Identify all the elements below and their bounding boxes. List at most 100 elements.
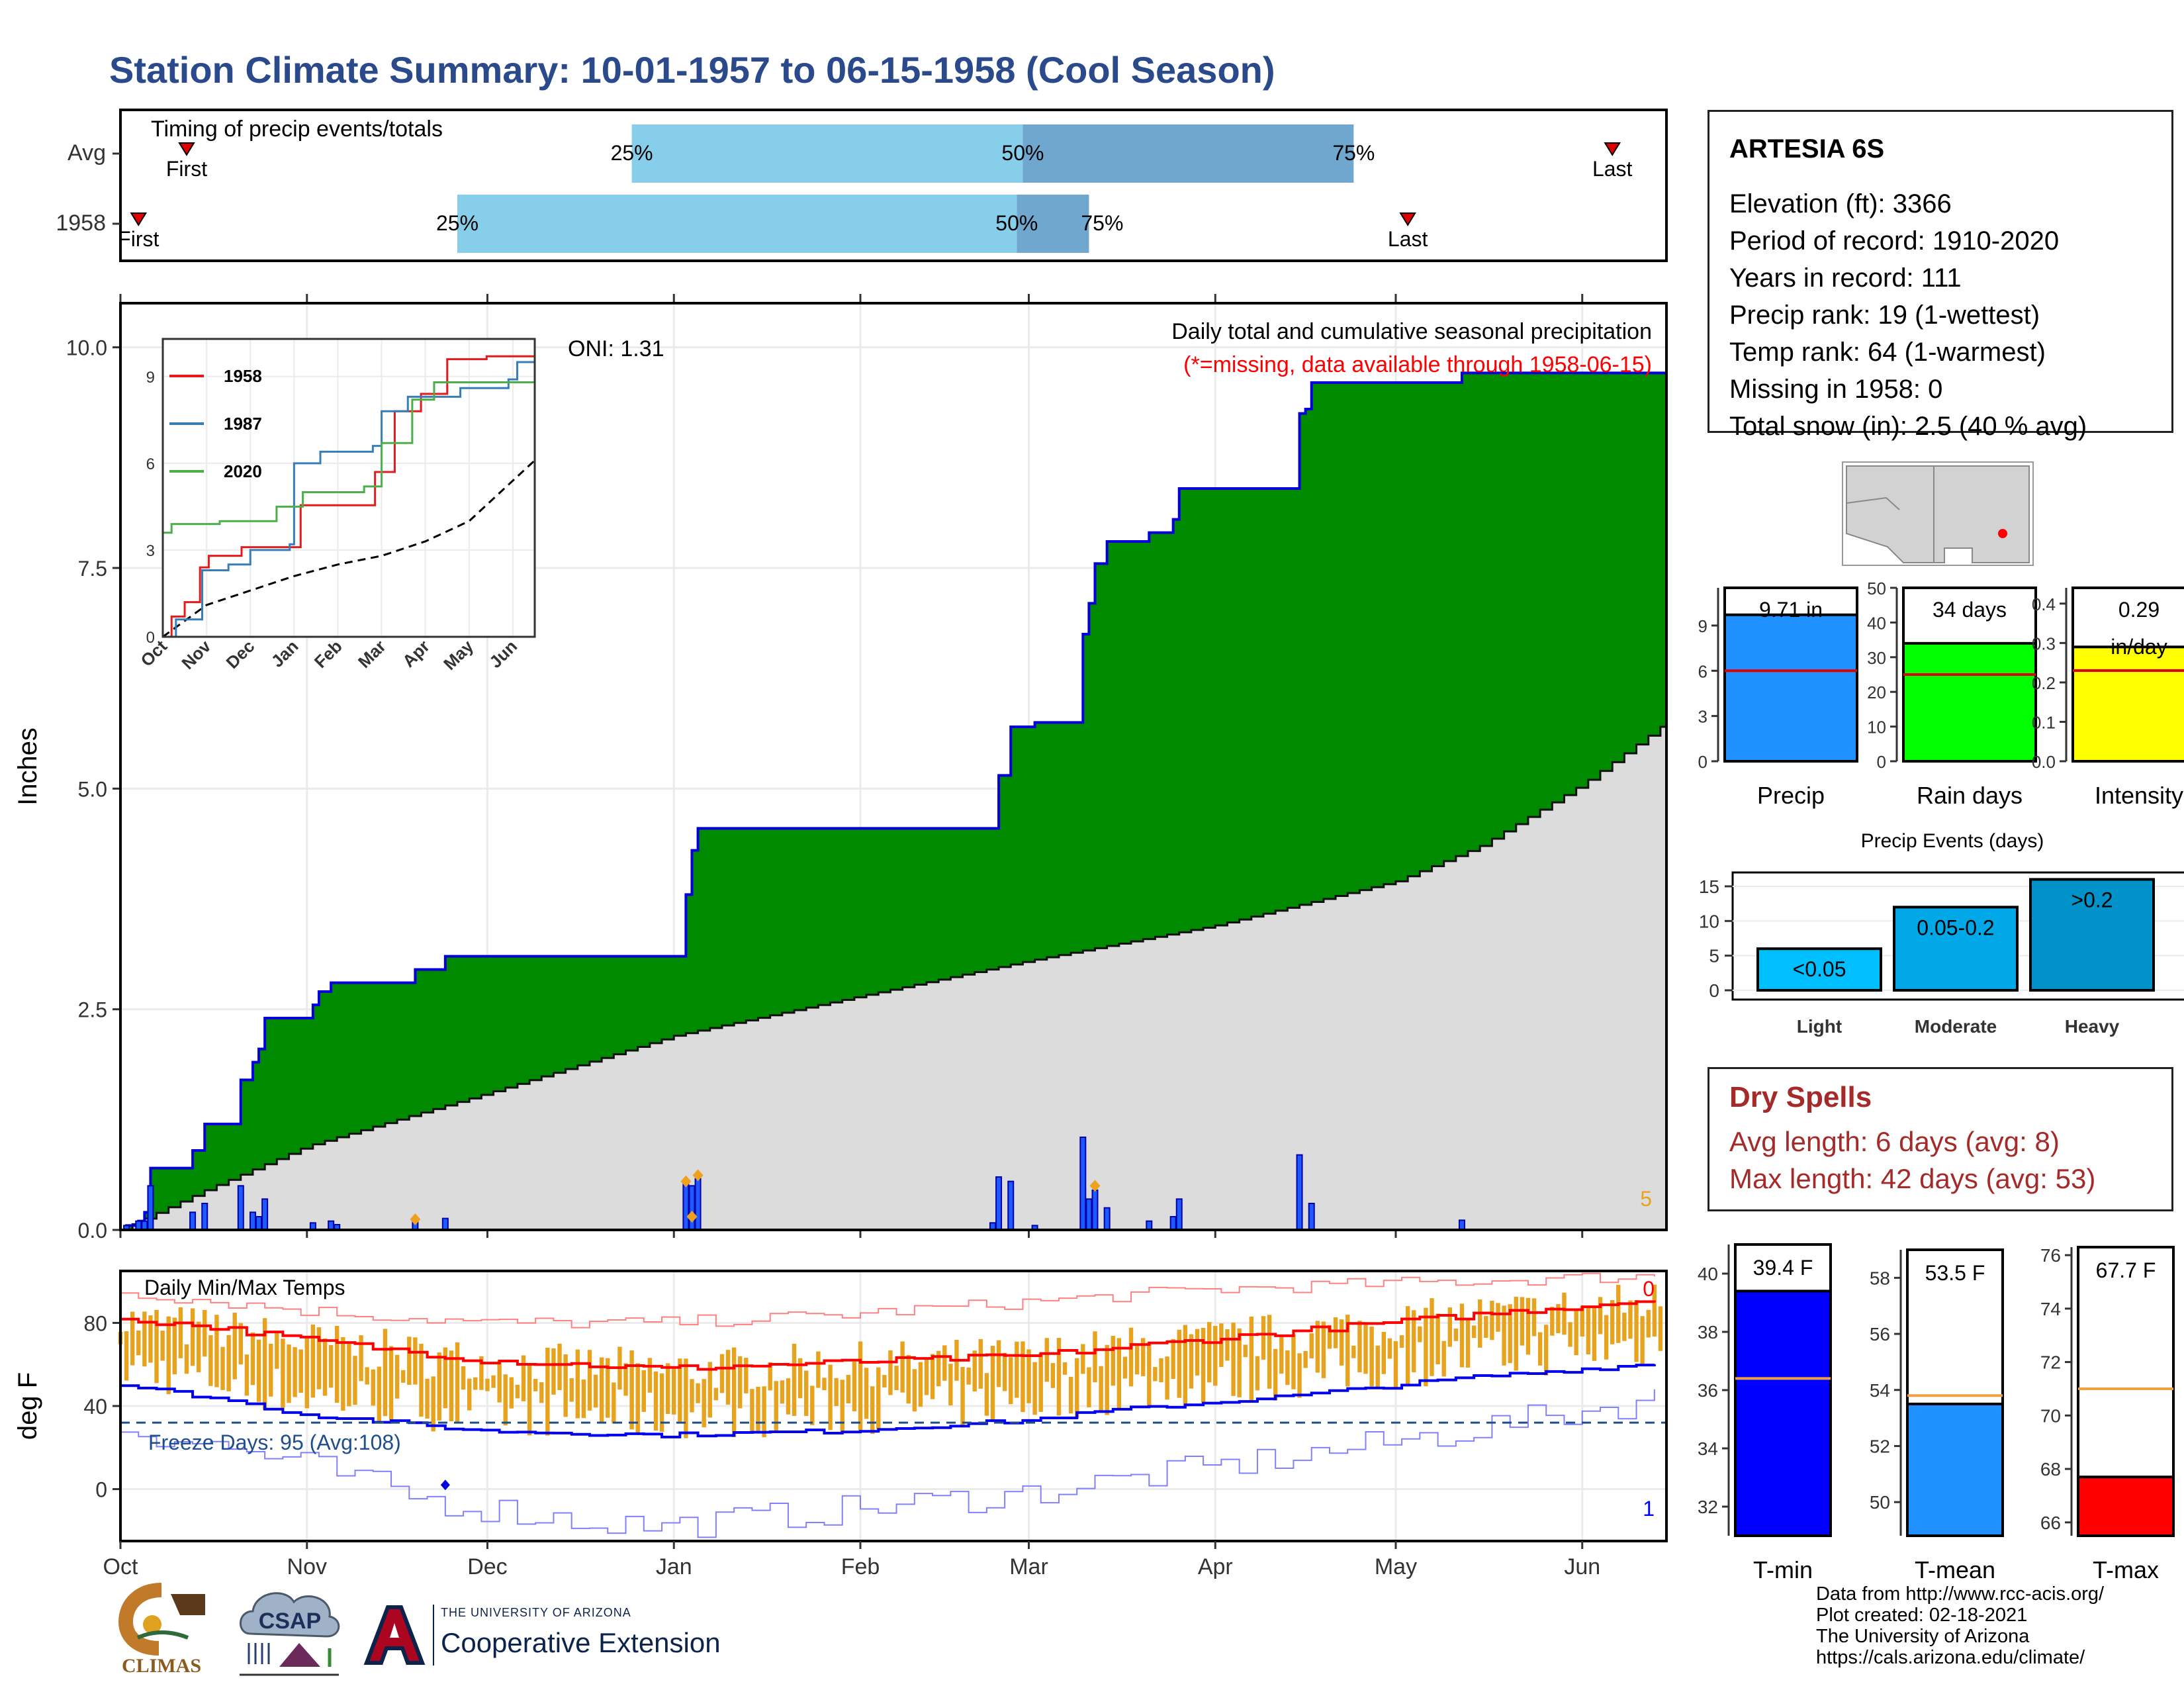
daily-temp-bar (1586, 1306, 1591, 1355)
precip-summary-value-2-1: in/day (2111, 635, 2167, 659)
ua-cooperative-extension-logo: THE UNIVERSITY OF ARIZONA Cooperative Ex… (361, 1602, 732, 1668)
record-low-count: 1 (1643, 1497, 1655, 1521)
daily-temp-bar (1134, 1344, 1140, 1375)
avg-last-marker (1604, 142, 1621, 156)
temp-summary-tick-label-0-1: 34 (1698, 1438, 1718, 1459)
daily-temp-bar (1243, 1344, 1248, 1358)
precip-summary-tick-label-2-4: 0.4 (2032, 594, 2056, 614)
daily-temp-bar (1502, 1305, 1506, 1366)
daily-temp-bar (1225, 1329, 1230, 1361)
precip-summary-tick-label-1-4: 40 (1867, 613, 1886, 633)
daily-temp-bar (1646, 1309, 1651, 1338)
daily-temp-bar (383, 1329, 388, 1417)
daily-temp-bar (1111, 1336, 1115, 1386)
daily-temp-bar (1514, 1296, 1518, 1371)
inset-ytick-label-0: 0 (146, 629, 155, 647)
daily-temp-bar (1206, 1322, 1212, 1383)
precip-ytick-label-1: 2.5 (78, 998, 107, 1022)
precip-summary-value-2-0: 0.29 (2118, 598, 2160, 622)
station-name: ARTESIA 6S (1729, 134, 1885, 164)
temp-ylabel: deg F (13, 1372, 42, 1440)
temp-marks (118, 1272, 1666, 1538)
daily-temp-bar (918, 1362, 923, 1407)
daily-precip-bar-29 (1296, 1154, 1303, 1231)
daily-temp-bar (479, 1356, 484, 1390)
daily-precip-bar-7 (249, 1211, 256, 1231)
precip-summary-bar-rain-days (1902, 641, 2037, 763)
precip-summary-tick-label-0-3: 9 (1698, 616, 1707, 636)
daily-precip-bar-31 (1458, 1219, 1465, 1231)
daily-temp-bar (190, 1308, 195, 1366)
temp-summary-tick-label-0-4: 40 (1698, 1264, 1718, 1284)
daily-temp-bar (449, 1350, 454, 1422)
daily-temp-bar (840, 1380, 844, 1432)
daily-temp-bar (858, 1341, 863, 1431)
inset-frame (161, 338, 536, 638)
station-elevation: Elevation (ft): 3366 (1729, 189, 1952, 218)
y1958-last-label: Last (1388, 227, 1428, 251)
cooperative-extension-text: Cooperative Extension (441, 1627, 721, 1658)
svg-text:CLIMAS: CLIMAS (122, 1655, 201, 1677)
temp-summary-tick-label-1-1: 52 (1870, 1436, 1890, 1456)
daily-precip-bar-22 (1079, 1137, 1087, 1231)
daily-temp-bar (250, 1332, 255, 1385)
events-tick-label-1: 5 (1709, 946, 1719, 966)
daily-temp-bar (864, 1368, 869, 1419)
daily-temp-bar (473, 1377, 478, 1390)
daily-temp-bar (641, 1370, 646, 1412)
record-low-marker (440, 1479, 450, 1491)
events-tick-label-0: 0 (1709, 980, 1719, 1001)
daily-temp-bar (304, 1337, 309, 1409)
precip-summary-tick-label-2-0: 0.0 (2032, 752, 2056, 772)
daily-temp-bar (262, 1318, 267, 1410)
temp-summary-tick-label-2-2: 70 (2040, 1405, 2061, 1426)
precip-summary-tick-label-2-3: 0.3 (2032, 633, 2056, 653)
daily-temp-bar (521, 1355, 526, 1401)
record-max-line (120, 1272, 1655, 1329)
daily-temp-bar (1435, 1313, 1440, 1365)
precip-summary-tick-label-1-3: 30 (1867, 648, 1886, 668)
daily-precip-bar-27 (1169, 1216, 1177, 1231)
daily-temp-bar (166, 1316, 171, 1395)
daily-temp-bar (1219, 1323, 1224, 1368)
daily-temp-bar (335, 1325, 340, 1403)
ua-name-text: THE UNIVERSITY OF ARIZONA (441, 1606, 631, 1619)
daily-temp-bar (310, 1325, 316, 1398)
daily-temp-bar (1021, 1341, 1025, 1413)
daily-temp-bar (1189, 1334, 1194, 1389)
daily-temp-bar (1580, 1306, 1584, 1337)
month-label-jun: Jun (1564, 1554, 1600, 1579)
events-bar-heavy (2029, 878, 2155, 992)
temp-ytick-label-0: 0 (95, 1478, 107, 1502)
daily-temp-bar (1375, 1345, 1380, 1388)
daily-temp-bar (142, 1311, 147, 1367)
daily-temp-bar (503, 1374, 508, 1426)
month-label-nov: Nov (287, 1554, 327, 1579)
cumulative-1958-line (120, 371, 1666, 1231)
temp-ytick-label-1: 40 (83, 1395, 107, 1419)
daily-temp-bar (551, 1348, 556, 1395)
daily-temp-bar (371, 1369, 375, 1406)
daily-temp-bar (762, 1386, 766, 1438)
daily-temp-bar (563, 1354, 568, 1417)
daily-temp-bar (882, 1375, 887, 1387)
daily-temp-bar (1026, 1349, 1031, 1403)
temp-chart-title: Daily Min/Max Temps (144, 1276, 345, 1299)
daily-temp-bar (1147, 1342, 1152, 1407)
station-years: Years in record: 111 (1729, 263, 1962, 293)
daily-temp-bar (281, 1338, 285, 1408)
credit-data-source: Data from http://www.rcc-acis.org/ (1816, 1583, 2105, 1605)
daily-temp-bar (1099, 1366, 1103, 1411)
daily-temp-bar (1550, 1307, 1555, 1336)
daily-temp-bar (1556, 1303, 1561, 1333)
daily-temp-bar (744, 1358, 749, 1393)
daily-temp-bar (1171, 1338, 1175, 1380)
daily-temp-bar (1339, 1319, 1344, 1366)
ua-block-a-icon (363, 1605, 426, 1665)
daily-temp-bar (1267, 1315, 1272, 1389)
daily-temp-bar (684, 1358, 688, 1438)
daily-temp-bar (984, 1373, 989, 1416)
precip-summary-tick-label-0-1: 3 (1698, 707, 1707, 727)
daily-temp-bar (148, 1315, 153, 1363)
